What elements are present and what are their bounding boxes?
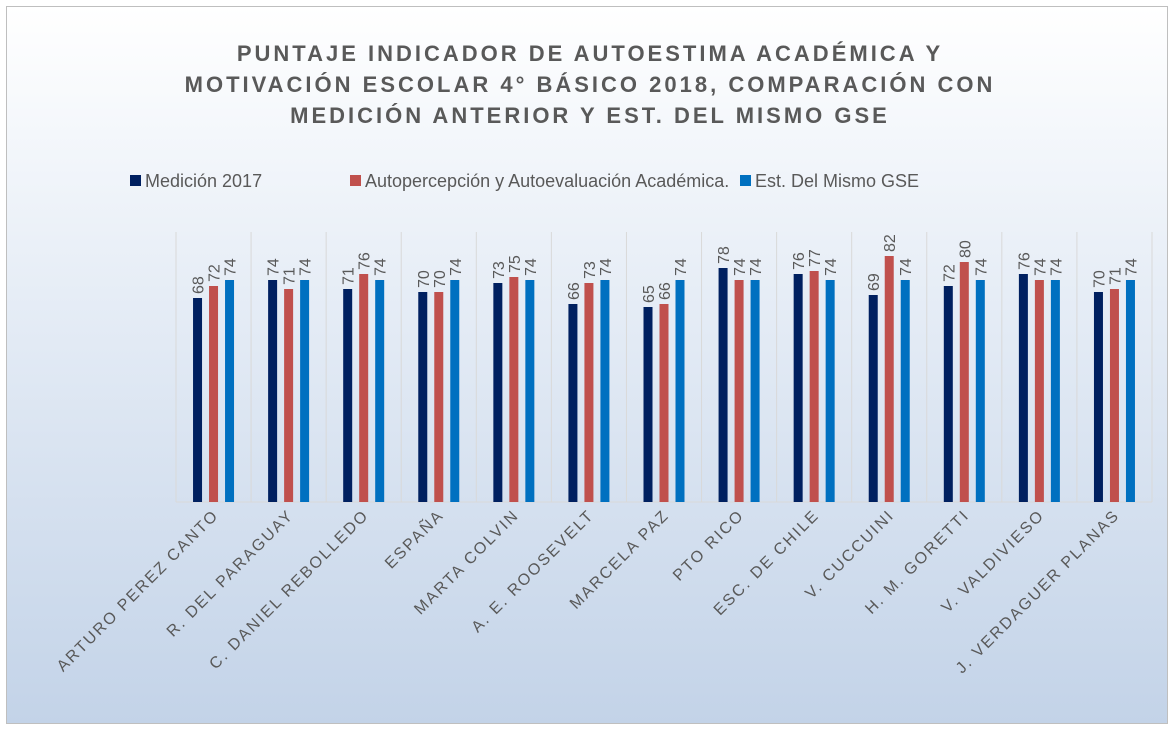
bar [659, 304, 669, 502]
data-label: 74 [1048, 258, 1065, 276]
bar [450, 280, 460, 502]
bar [434, 292, 444, 502]
bar [1093, 292, 1103, 502]
bar [1034, 280, 1044, 502]
data-label: 74 [448, 258, 465, 276]
bar [284, 289, 294, 502]
bar [418, 292, 428, 502]
data-label: 71 [282, 267, 299, 285]
bar [750, 280, 760, 502]
legend-label: Autopercepción y Autoevaluación Académic… [365, 171, 729, 191]
bar [1109, 289, 1119, 502]
data-label: 68 [191, 276, 208, 294]
data-label: 74 [973, 258, 990, 276]
x-tick-label: PTO RICO [670, 507, 748, 585]
bar [300, 280, 310, 502]
data-label: 66 [657, 282, 674, 300]
data-label: 66 [566, 282, 583, 300]
data-label: 74 [598, 258, 615, 276]
data-label: 72 [941, 264, 958, 282]
bar [734, 280, 744, 502]
legend-swatch [350, 175, 361, 186]
chart-title: PUNTAJE INDICADOR DE AUTOESTIMA ACADÉMIC… [184, 41, 996, 128]
x-tick-label: ARTURO PEREZ CANTO [54, 507, 222, 675]
bar [225, 280, 235, 502]
bar [375, 280, 385, 502]
bar [809, 271, 819, 502]
bar [943, 286, 953, 502]
bar [793, 274, 803, 502]
bar [1050, 280, 1060, 502]
data-label: 80 [957, 240, 974, 258]
legend-label: Medición 2017 [145, 171, 262, 191]
data-label: 74 [898, 258, 915, 276]
bar [584, 283, 594, 502]
bar [193, 298, 203, 502]
bar [268, 280, 278, 502]
bar [493, 283, 503, 502]
data-label: 70 [432, 270, 449, 288]
data-label: 74 [673, 258, 690, 276]
data-label: 78 [716, 246, 733, 264]
bar [975, 280, 985, 502]
bar [675, 280, 685, 502]
bar [568, 304, 578, 502]
data-label: 76 [357, 252, 374, 270]
bar [643, 307, 653, 502]
data-label: 74 [732, 258, 749, 276]
data-label: 72 [207, 264, 224, 282]
data-label: 74 [266, 258, 283, 276]
legend-swatch [740, 175, 751, 186]
data-label: 76 [791, 252, 808, 270]
data-label: 69 [866, 273, 883, 291]
data-label: 74 [373, 258, 390, 276]
x-tick-label: R. DEL PARAGUAY [164, 507, 298, 641]
data-label: 74 [1032, 258, 1049, 276]
data-label: 71 [341, 267, 358, 285]
data-label: 74 [223, 258, 240, 276]
data-label: 82 [882, 234, 899, 252]
x-tick-label: A. E. ROOSEVELT [469, 507, 598, 636]
bar [343, 289, 353, 502]
legend-swatch [130, 175, 141, 186]
bar [884, 256, 894, 502]
bar [868, 295, 878, 502]
data-label: 74 [298, 258, 315, 276]
data-label: 65 [641, 285, 658, 303]
data-label: 70 [1091, 270, 1108, 288]
data-label: 74 [523, 258, 540, 276]
data-label: 77 [807, 249, 824, 267]
x-tick-label: J. VERDAGUER PLANAS [953, 507, 1123, 677]
data-label: 74 [1123, 258, 1140, 276]
bar [959, 262, 969, 502]
data-label: 71 [1107, 267, 1124, 285]
x-tick-label: ESPAÑA [380, 505, 448, 573]
bar [1018, 274, 1028, 502]
bar [718, 268, 728, 502]
bar [1125, 280, 1135, 502]
bar [600, 280, 610, 502]
bar [359, 274, 369, 502]
bar [209, 286, 219, 502]
data-label: 76 [1016, 252, 1033, 270]
legend-label: Est. Del Mismo GSE [755, 171, 919, 191]
bar [825, 280, 835, 502]
data-label: 74 [823, 258, 840, 276]
data-label: 73 [491, 261, 508, 279]
data-label: 70 [416, 270, 433, 288]
data-label: 75 [507, 255, 524, 273]
bar [509, 277, 519, 502]
bar [525, 280, 535, 502]
data-label: 73 [582, 261, 599, 279]
x-tick-label: C. DANIEL REBOLLEDO [206, 507, 372, 673]
bar [900, 280, 910, 502]
data-label: 74 [748, 258, 765, 276]
